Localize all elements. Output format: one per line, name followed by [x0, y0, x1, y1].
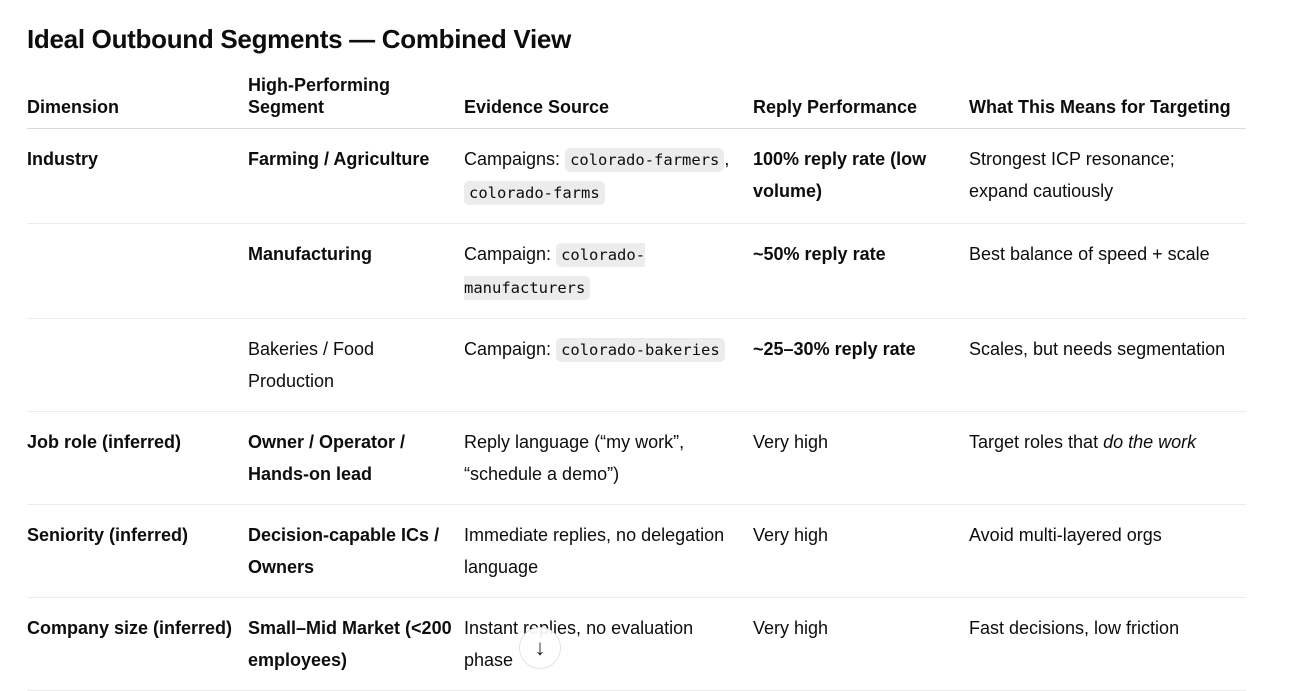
table-header-row: Dimension High-Performing Segment Eviden…	[27, 74, 1246, 129]
table-row: Company size (inferred) Small–Mid Market…	[27, 597, 1246, 691]
table-row: Seniority (inferred) Decision-capable IC…	[27, 504, 1246, 598]
cell-segment: Owner / Operator / Hands-on lead	[248, 411, 464, 505]
cell-performance: Very high	[753, 504, 969, 598]
campaign-code: colorado-farms	[464, 181, 605, 205]
header-segment: High-Performing Segment	[248, 74, 464, 129]
cell-performance: ~50% reply rate	[753, 223, 969, 319]
cell-dimension	[27, 223, 248, 319]
cell-meaning: Scales, but needs segmentation	[969, 318, 1246, 412]
evidence-label: Campaign:	[464, 339, 557, 359]
cell-dimension	[27, 318, 248, 412]
cell-segment: Bakeries / Food Production	[248, 318, 464, 412]
page-title: Ideal Outbound Segments — Combined View	[27, 24, 571, 54]
scroll-to-bottom-button[interactable]: ↓	[519, 627, 561, 669]
header-meaning: What This Means for Targeting	[969, 74, 1246, 129]
cell-dimension: Industry	[27, 128, 248, 224]
cell-performance: 100% reply rate (low volume)	[753, 128, 969, 224]
cell-performance: Very high	[753, 411, 969, 505]
cell-evidence: Reply language (“my work”, “schedule a d…	[464, 411, 753, 505]
cell-meaning: Best balance of speed + scale	[969, 223, 1246, 319]
meaning-text: Target roles that	[969, 432, 1104, 452]
cell-performance: ~25–30% reply rate	[753, 318, 969, 412]
cell-segment: Small–Mid Market (<200 employees)	[248, 597, 464, 691]
cell-dimension: Seniority (inferred)	[27, 504, 248, 598]
cell-dimension: Job role (inferred)	[27, 411, 248, 505]
table-row: Industry Farming / Agriculture Campaigns…	[27, 128, 1246, 224]
table-row: Manufacturing Campaign: colorado-manufac…	[27, 223, 1246, 319]
arrow-down-icon: ↓	[534, 635, 546, 660]
cell-meaning: Strongest ICP resonance; expand cautious…	[969, 128, 1246, 224]
cell-performance: Very high	[753, 597, 969, 691]
segments-table: Dimension High-Performing Segment Eviden…	[27, 74, 1246, 691]
cell-segment: Farming / Agriculture	[248, 128, 464, 224]
cell-meaning: Fast decisions, low friction	[969, 597, 1246, 691]
cell-meaning: Target roles that do the work	[969, 411, 1246, 505]
header-evidence: Evidence Source	[464, 74, 753, 129]
evidence-label: Campaigns:	[464, 149, 566, 169]
cell-segment: Manufacturing	[248, 223, 464, 319]
cell-evidence: Instant replies, no evaluation phase	[464, 597, 753, 691]
cell-evidence: Immediate replies, no delegation languag…	[464, 504, 753, 598]
cell-evidence: Campaigns: colorado-farmers, colorado-fa…	[464, 128, 753, 224]
header-dimension: Dimension	[27, 74, 248, 129]
evidence-label: Campaign:	[464, 244, 557, 264]
cell-meaning: Avoid multi-layered orgs	[969, 504, 1246, 598]
table-row: Bakeries / Food Production Campaign: col…	[27, 318, 1246, 412]
cell-evidence: Campaign: colorado-manufacturers	[464, 223, 753, 319]
table-row: Job role (inferred) Owner / Operator / H…	[27, 411, 1246, 505]
cell-dimension: Company size (inferred)	[27, 597, 248, 691]
cell-segment: Decision-capable ICs / Owners	[248, 504, 464, 598]
cell-evidence: Campaign: colorado-bakeries	[464, 318, 753, 412]
header-performance: Reply Performance	[753, 74, 969, 129]
campaign-code: colorado-farmers	[565, 148, 725, 172]
meaning-emphasis: do the work	[1103, 432, 1197, 452]
campaign-code: colorado-bakeries	[556, 338, 725, 362]
